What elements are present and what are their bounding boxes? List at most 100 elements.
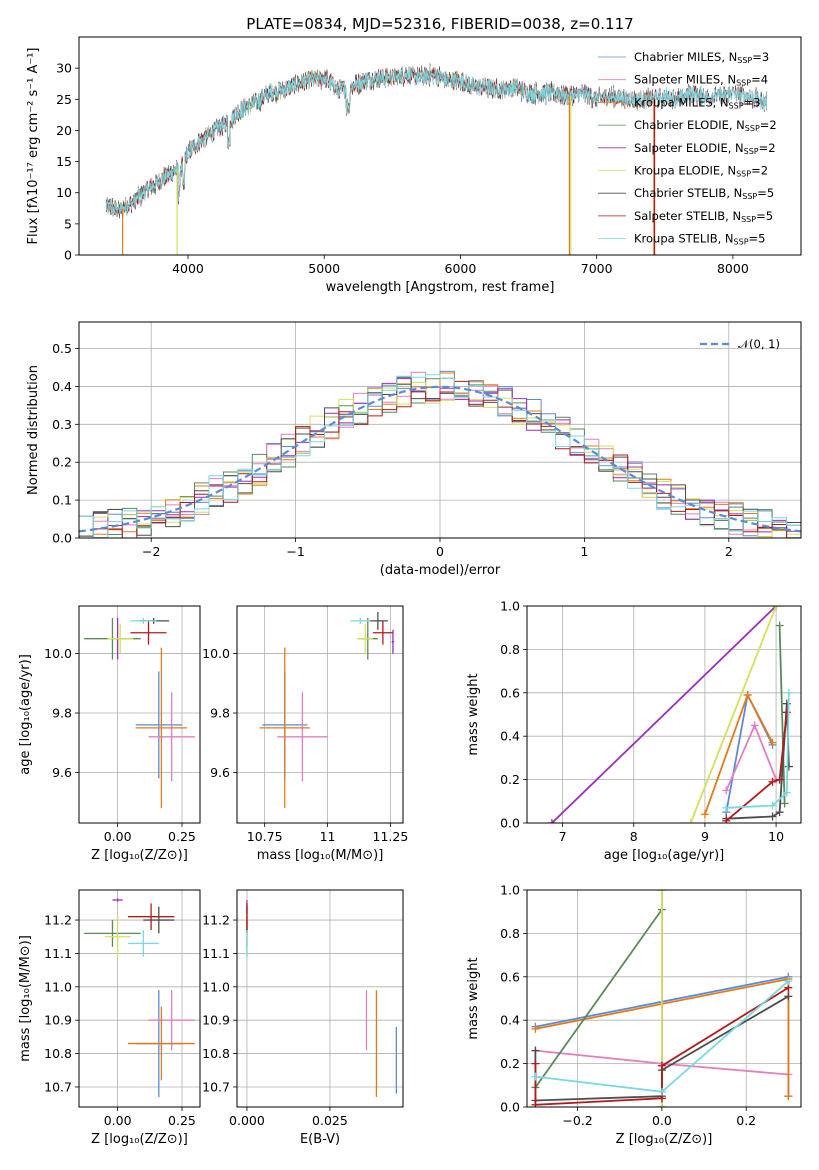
axes: 4000 5000 6000 7000 8000 0 5 10 15 20 25 30 waveleng… (26, 15, 802, 295)
y-tick-label: 11.1 (202, 946, 230, 961)
weight-series-chabrier-miles (722, 690, 777, 817)
x-tick-label: 10.75 (247, 829, 283, 844)
gaussian-curve (79, 385, 801, 533)
error-point-salpeter-miles (148, 990, 195, 1051)
weight-series-kroupa-stelib (531, 977, 793, 1096)
panel-mass-vs-Z: 0.00 0.25 10.7 10.8 10.9 11.0 11.1 11.2 Z [log₁₀… (18, 889, 201, 1147)
grid (237, 606, 403, 823)
y-tick-label: 9.8 (52, 706, 72, 721)
y-tick-label: 0.2 (52, 455, 72, 470)
y-tick-label: 10.9 (44, 1013, 72, 1028)
y-tick-label: 0.2 (500, 772, 520, 787)
y-tick-label: 10 (56, 185, 72, 200)
axes-frame (236, 605, 404, 824)
weight-series-kroupa-miles (700, 690, 777, 819)
y-tick-label: 0.8 (500, 642, 520, 657)
x-tick-label: 5000 (308, 261, 340, 276)
y-tick-label: 11.0 (44, 979, 72, 994)
legend-entry: Chabrier STELIB, NSSP=5 (634, 186, 774, 201)
error-point-salpeter-stelib (127, 903, 175, 931)
x-tick-label: 7 (559, 829, 567, 844)
legend-entry: Salpeter MILES, NSSP=4 (634, 73, 768, 88)
x-tick-label: 8 (630, 829, 638, 844)
x-axis-label: Z [log₁₀(Z/Z⊙)] (91, 848, 188, 863)
y-tick-label: 10.8 (44, 1046, 72, 1061)
x-tick-label: 0.000 (229, 1113, 265, 1128)
plot-area (547, 606, 793, 823)
error-point-salpeter-elodie (391, 629, 395, 654)
x-tick-label: 11.25 (373, 829, 409, 844)
y-axis-label: age [log₁₀(age/yr)] (18, 654, 33, 775)
axes-frame (526, 605, 802, 824)
x-tick-label: −0.2 (562, 1113, 592, 1128)
y-axis-label: mass weight (466, 957, 481, 1039)
axes: 7 8 9 10 0.0 0.2 0.4 0.6 0.8 1.0 age [log₁₀(age/yr… (466, 599, 802, 863)
legend-entry: Kroupa ELODIE, NSSP=2 (634, 164, 768, 179)
panel-mass-weight-vs-Z: −0.2 0.0 0.2 0.0 0.2 0.4 0.6 0.8 1.0 Z [log₁₀(Z/Z… (466, 883, 802, 1147)
y-tick-label: 0 (64, 248, 72, 263)
error-point-chabrier-miles (135, 671, 182, 779)
x-tick-label: 0 (436, 544, 444, 559)
error-point-kroupa-elodie (107, 623, 134, 654)
plot-area (259, 611, 395, 809)
x-tick-label: 0.2 (736, 1113, 756, 1128)
y-axis-label: Flux [fλ10⁻¹⁷ erg cm⁻² s⁻¹ A⁻¹] (26, 48, 41, 245)
error-point-kroupa-stelib (350, 617, 371, 624)
y-tick-label: 11.2 (202, 913, 230, 928)
legend-entry: Chabrier ELODIE, NSSP=2 (634, 118, 777, 133)
x-tick-label: −2 (142, 544, 160, 559)
x-tick-label: 7000 (581, 261, 613, 276)
y-tick-label: 10.9 (202, 1013, 230, 1028)
axes: 0.00 0.25 10.7 10.8 10.9 11.0 11.1 11.2 Z [log₁₀… (18, 889, 201, 1147)
axes: 0.000 0.025 10.7 10.8 10.9 11.0 11.1 11.2 E(B-V) (202, 889, 404, 1147)
grid (527, 889, 801, 1108)
error-point-kroupa-stelib (130, 617, 157, 624)
weight-series-kroupa-stelib (722, 688, 793, 812)
error-point-salpeter-miles (277, 692, 328, 782)
x-axis-label: mass [log₁₀(M/M⊙)] (257, 848, 384, 863)
legend-entry: Salpeter STELIB, NSSP=5 (634, 209, 773, 224)
x-tick-label: −1 (286, 544, 304, 559)
y-tick-label: 1.0 (500, 883, 520, 898)
histogram-kroupa-stelib (79, 374, 801, 538)
x-tick-label: 8000 (717, 261, 749, 276)
axes-frame (78, 36, 802, 256)
y-tick-label: 0.0 (52, 531, 72, 546)
weight-series-salpeter-elodie (547, 606, 781, 823)
axes-frame (78, 889, 201, 1108)
y-tick-label: 30 (56, 61, 72, 76)
y-tick-label: 0.4 (52, 379, 72, 394)
weight-series-salpeter-stelib (722, 708, 791, 823)
panel-age-vs-Z: 0.00 0.25 9.6 9.8 10.0 Z [log₁₀(Z/Z⊙)] age [lo… (18, 605, 201, 863)
y-tick-label: 10.0 (44, 646, 72, 661)
y-tick-label: 0.2 (500, 1056, 520, 1071)
weight-series-chabrier-elodie (775, 621, 789, 808)
y-tick-label: 11.0 (202, 979, 230, 994)
legend-entry: Salpeter ELODIE, NSSP=2 (634, 141, 776, 156)
panel-mass-weight-vs-age: 7 8 9 10 0.0 0.2 0.4 0.6 0.8 1.0 age [log₁₀(age/yr… (466, 599, 802, 863)
x-tick-label: 0.025 (312, 1113, 348, 1128)
error-point-salpeter-stelib (372, 620, 393, 645)
y-tick-label: 0.1 (52, 493, 72, 508)
y-tick-label: 10.8 (202, 1046, 230, 1061)
legend: 𝒩(0, 1) (700, 337, 780, 351)
x-axis-label: Z [log₁₀(Z/Z⊙)] (616, 1132, 713, 1147)
y-tick-label: 25 (56, 92, 72, 107)
error-point-salpeter-elodie (112, 898, 123, 902)
plot-area (84, 617, 195, 809)
y-tick-label: 10.0 (202, 646, 230, 661)
legend-entry: Kroupa MILES, NSSP=3 (634, 95, 760, 110)
x-tick-label: 4000 (172, 261, 204, 276)
y-tick-label: 9.6 (210, 765, 230, 780)
error-point-kroupa-miles (259, 647, 310, 809)
error-point-salpeter-stelib (130, 620, 167, 645)
axes-frame (526, 889, 802, 1108)
y-axis-label: Normed distribution (26, 365, 41, 495)
x-tick-label: 10 (768, 829, 784, 844)
axes: 10.75 11 11.25 9.6 9.8 10.0 mass [log₁₀(M/M⊙)] (202, 605, 409, 863)
plot-area (531, 890, 793, 1107)
histogram-kroupa-miles (79, 372, 801, 538)
x-axis-label: age [log₁₀(age/yr)] (604, 848, 725, 863)
axes: 0.00 0.25 9.6 9.8 10.0 Z [log₁₀(Z/Z⊙)] age [lo… (18, 605, 201, 863)
y-tick-label: 9.6 (52, 765, 72, 780)
